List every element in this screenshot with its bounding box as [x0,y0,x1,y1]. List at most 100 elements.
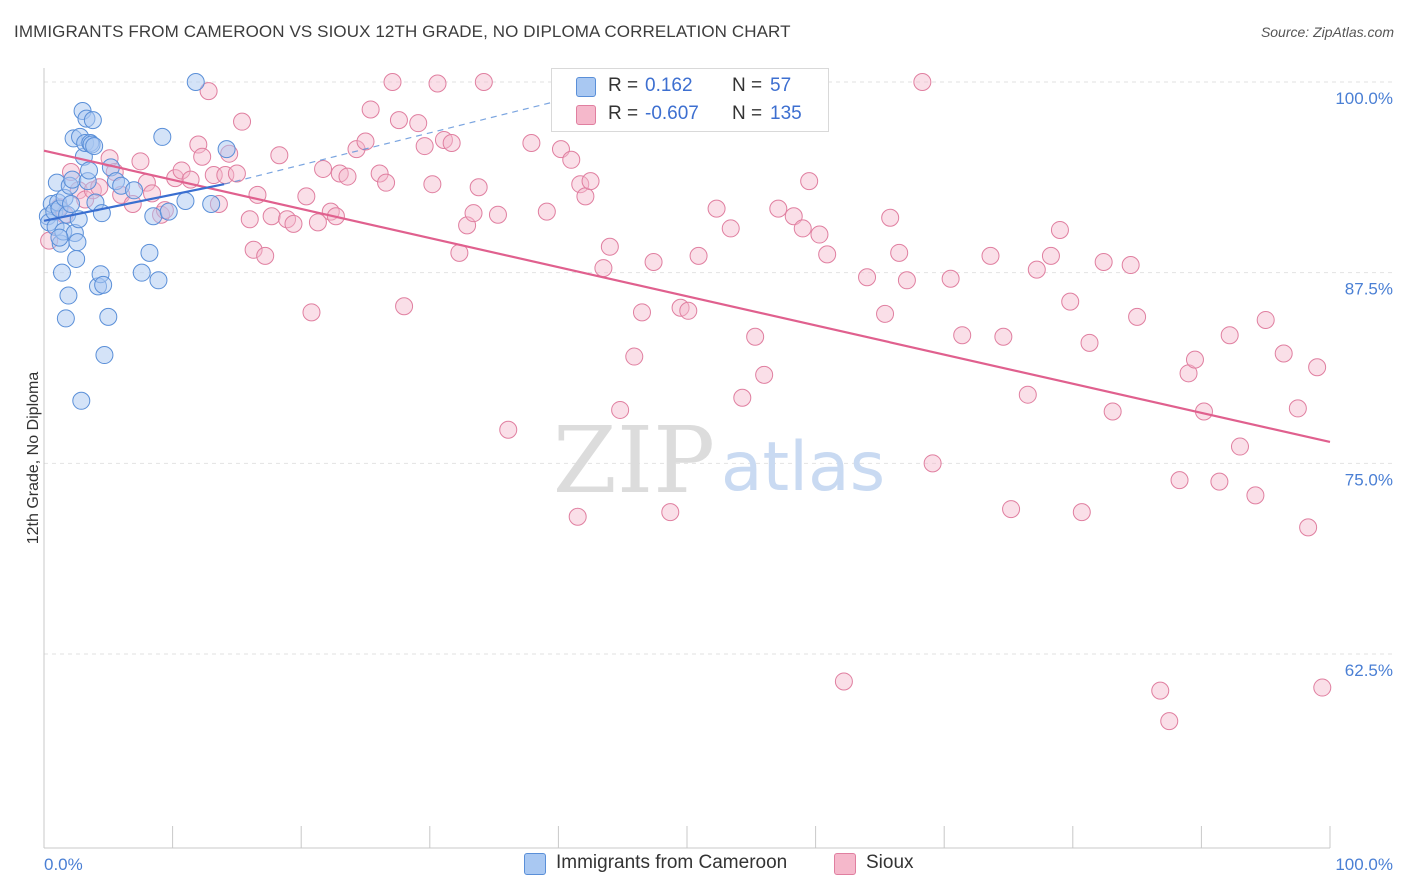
sioux-point [464,204,483,223]
cameroon-point [99,307,118,326]
cameroon-point [202,195,221,214]
sioux-point [1027,260,1046,279]
sioux-point [632,303,651,322]
sioux-point [1061,292,1080,311]
x-tick-right: 100.0% [1335,855,1393,874]
cameroon-point [85,137,104,156]
legend-n-label: N = [732,75,763,96]
cameroon-point [63,170,82,189]
legend-label-cameroon: Immigrants from Cameroon [556,852,788,873]
sioux-point [733,388,752,407]
sioux-point [244,240,263,259]
sioux-point [1121,256,1140,275]
sioux-point [1308,358,1327,377]
sioux-point [600,237,619,256]
sioux-point [469,178,488,197]
sioux-point [1080,333,1099,352]
sioux-point [800,172,819,191]
y-tick-label: 87.5% [1345,280,1393,299]
sioux-point [953,326,972,345]
sioux-point [338,167,357,186]
legend-n-label: N = [732,103,763,124]
cameroon-point [67,249,86,268]
legend-swatch-cameroon [524,853,546,875]
sioux-point [1185,350,1204,369]
x-tick-left: 0.0% [44,855,83,874]
cameroon-point [125,181,144,200]
sioux-point [661,503,680,522]
series-legend: Immigrants from Cameroon Sioux [0,852,1406,878]
sioux-point [302,303,321,322]
sioux-point [581,172,600,191]
sioux-point [395,297,414,316]
x-tick-labels: 0.0% 100.0% [44,855,1393,874]
sioux-point [1072,503,1091,522]
sioux-point [1103,402,1122,421]
sioux-point [923,454,942,473]
sioux-point [881,208,900,227]
legend-swatch-sioux [834,853,856,875]
sioux-point [1230,437,1249,456]
sioux-point [568,507,587,526]
y-axis-label: 12th Grade, No Diploma [25,372,42,545]
sioux-point [278,210,297,229]
sioux-point [415,137,434,156]
cameroon-point [159,202,178,221]
sioux-point [1256,310,1275,329]
sioux-point [199,82,218,101]
cameroon-point [83,111,102,130]
sioux-point [1210,472,1229,491]
cameroon-point [132,263,151,282]
sioux-point [818,245,837,264]
sioux-point [890,243,909,262]
cameroon-point [62,195,81,214]
sioux-point [377,173,396,192]
sioux-point [876,304,895,323]
cameroon-points [38,73,236,410]
sioux-point [644,252,663,271]
sioux-point [409,114,428,133]
sioux-point [793,219,812,238]
legend-n-value: 57 [770,75,792,96]
watermark: ZIP atlas [553,407,885,514]
sioux-point [810,225,829,244]
cameroon-point [53,263,72,282]
cameroon-point [80,161,99,180]
sioux-point [522,134,541,153]
cameroon-point [217,140,236,159]
legend-row-cameroon: R = 0.162 N = 57 [552,73,828,99]
sioux-point [981,246,1000,265]
sioux-point [474,73,493,91]
sioux-point [356,132,375,151]
sioux-point [488,205,507,224]
sioux-point [594,259,613,278]
watermark-zip: ZIP [553,407,715,514]
cameroon-point [140,243,159,262]
cameroon-point [149,271,168,290]
sioux-point [834,672,853,691]
sioux-point [262,207,281,226]
sioux-point [233,112,252,131]
cameroon-point [94,275,113,294]
sioux-point [1151,681,1170,700]
legend-r-label: R = [608,75,639,96]
legend-n-value: 135 [770,103,802,124]
cameroon-trend-extension [223,90,598,185]
sioux-point [256,246,275,265]
sioux-point [1288,399,1307,418]
sioux-point [370,164,389,183]
sioux-point [858,268,877,287]
watermark-atlas: atlas [721,428,885,507]
sioux-trend-line [43,149,1331,444]
sioux-point [769,199,788,218]
cameroon-point [56,309,75,328]
sioux-point [499,420,518,439]
sioux-point [1094,252,1113,271]
sioux-point [193,147,212,166]
sioux-point [913,73,932,91]
sioux-points [40,73,1332,731]
cameroon-point [68,233,87,252]
sioux-point [1018,385,1037,404]
sioux-point [941,269,960,288]
